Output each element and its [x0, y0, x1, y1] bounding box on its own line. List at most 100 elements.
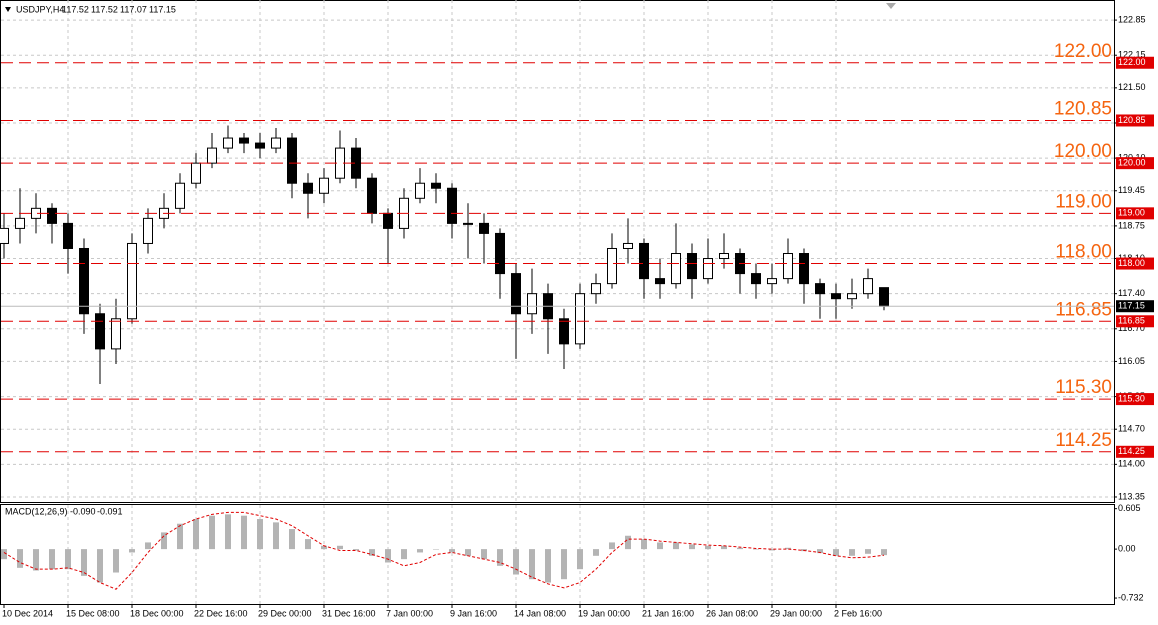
x-tick-label: 31 Dec 16:00	[322, 608, 376, 618]
level-label: 116.85	[1055, 299, 1112, 320]
candle-body	[687, 253, 697, 280]
macd-bar	[769, 549, 775, 551]
macd-bar	[545, 549, 551, 583]
level-tag	[1116, 393, 1154, 406]
macd-bar	[33, 549, 39, 571]
macd-bar	[257, 519, 263, 550]
y-tick-label: 122.85	[1118, 14, 1146, 24]
candle-body	[879, 287, 889, 307]
level-tag	[1116, 56, 1154, 69]
candle-body	[95, 313, 105, 350]
macd-bar	[225, 514, 231, 550]
macd-bar	[113, 549, 119, 573]
candle-body	[431, 182, 441, 189]
macd-readout: -0.090	[70, 506, 96, 516]
macd-bar	[561, 549, 567, 580]
level-tag-label: 122.00	[1118, 57, 1146, 67]
level-label: 120.00	[1054, 141, 1112, 162]
candle-body	[495, 232, 505, 275]
candle-body	[207, 147, 217, 164]
x-tick-label: 19 Jan 00:00	[578, 608, 630, 618]
macd-bar	[49, 549, 55, 570]
y-tick-label: 121.50	[1118, 82, 1146, 92]
y-tick-label: 119.45	[1118, 185, 1145, 195]
macd-name: MACD(12,26,9)	[5, 506, 68, 516]
macd-panel	[0, 504, 1115, 605]
level-tag-label: 118.00	[1118, 258, 1145, 268]
y-tick-label: 122.15	[1118, 50, 1146, 60]
y-tick-label: 118.75	[1118, 220, 1145, 230]
macd-bar	[337, 545, 343, 550]
macd-bar	[209, 515, 215, 550]
readout-high: 117.52	[91, 4, 118, 14]
candle-body	[479, 222, 489, 234]
macd-bar	[65, 549, 71, 570]
level-tag-label: 115.30	[1118, 393, 1145, 403]
candle-body	[767, 278, 777, 285]
candle-body	[287, 137, 297, 184]
macd-bar	[817, 549, 823, 554]
candle-body	[111, 318, 121, 350]
macd-bar	[417, 549, 423, 553]
x-tick-label: 18 Dec 00:00	[130, 608, 184, 618]
price-tag	[1116, 300, 1154, 313]
price-tag-label: 117.15	[1118, 301, 1145, 311]
candle-body	[831, 293, 841, 300]
symbol: USDJPY,H4	[16, 4, 64, 14]
macd-bar	[369, 549, 375, 556]
macd-bar	[641, 539, 647, 550]
macd-bar	[657, 542, 663, 550]
macd-bar	[305, 539, 311, 550]
y-tick-label: 114.70	[1118, 424, 1145, 434]
macd-bar	[385, 549, 391, 563]
y-tick-label: 114.00	[1118, 459, 1145, 469]
x-tick-label: 26 Jan 08:00	[706, 608, 758, 618]
macd-signal	[3, 511, 885, 590]
candle-body	[143, 217, 153, 244]
candle-body	[703, 258, 713, 280]
macd-bar	[81, 549, 87, 576]
candle-body	[591, 283, 601, 295]
candle-body	[863, 278, 873, 295]
macd-bar	[145, 542, 151, 550]
overlay: 122.00 122.00 120.85 120.85 120.00 120.00 119.…	[1, 41, 1154, 458]
candle-body	[191, 162, 201, 184]
macd-bar	[609, 542, 615, 550]
macd-bar	[17, 549, 23, 568]
level-tag	[1116, 445, 1154, 458]
macd-bar	[401, 549, 407, 560]
candle-body	[671, 253, 681, 285]
y-tick-label: 113.35	[1118, 491, 1145, 501]
candle-body	[639, 242, 649, 280]
level-label: 114.25	[1055, 430, 1112, 451]
level-tag	[1116, 114, 1154, 127]
candle-body	[575, 293, 585, 345]
macd-bar	[177, 523, 183, 550]
macd-bar	[481, 549, 487, 560]
macd-bar	[161, 532, 167, 550]
macd-bar	[689, 544, 695, 550]
level-tag	[1116, 315, 1154, 328]
candle-body	[223, 137, 233, 149]
x-tick-label: 29 Dec 00:00	[258, 608, 312, 618]
candle-body	[815, 283, 825, 295]
level-label: 115.30	[1055, 377, 1112, 398]
macd-y-tick-label: 0.00	[1118, 543, 1136, 553]
candle-body	[383, 212, 393, 229]
candle-body	[303, 182, 313, 194]
candle-body	[63, 222, 73, 249]
candle-body	[527, 293, 537, 315]
macd-y-tick-label: 0.605	[1118, 503, 1141, 513]
candle-body	[367, 177, 377, 214]
macd-bar	[705, 545, 711, 550]
macd-bar	[577, 549, 583, 570]
macd-bar	[737, 547, 743, 550]
candle-body	[623, 242, 633, 249]
macd-bar	[193, 519, 199, 550]
level-label: 119.00	[1055, 191, 1112, 212]
macd-bar	[273, 522, 279, 550]
macd-y-tick-label: -0.732	[1118, 592, 1144, 602]
macd-bar	[785, 547, 791, 550]
macd-bar	[673, 542, 679, 550]
